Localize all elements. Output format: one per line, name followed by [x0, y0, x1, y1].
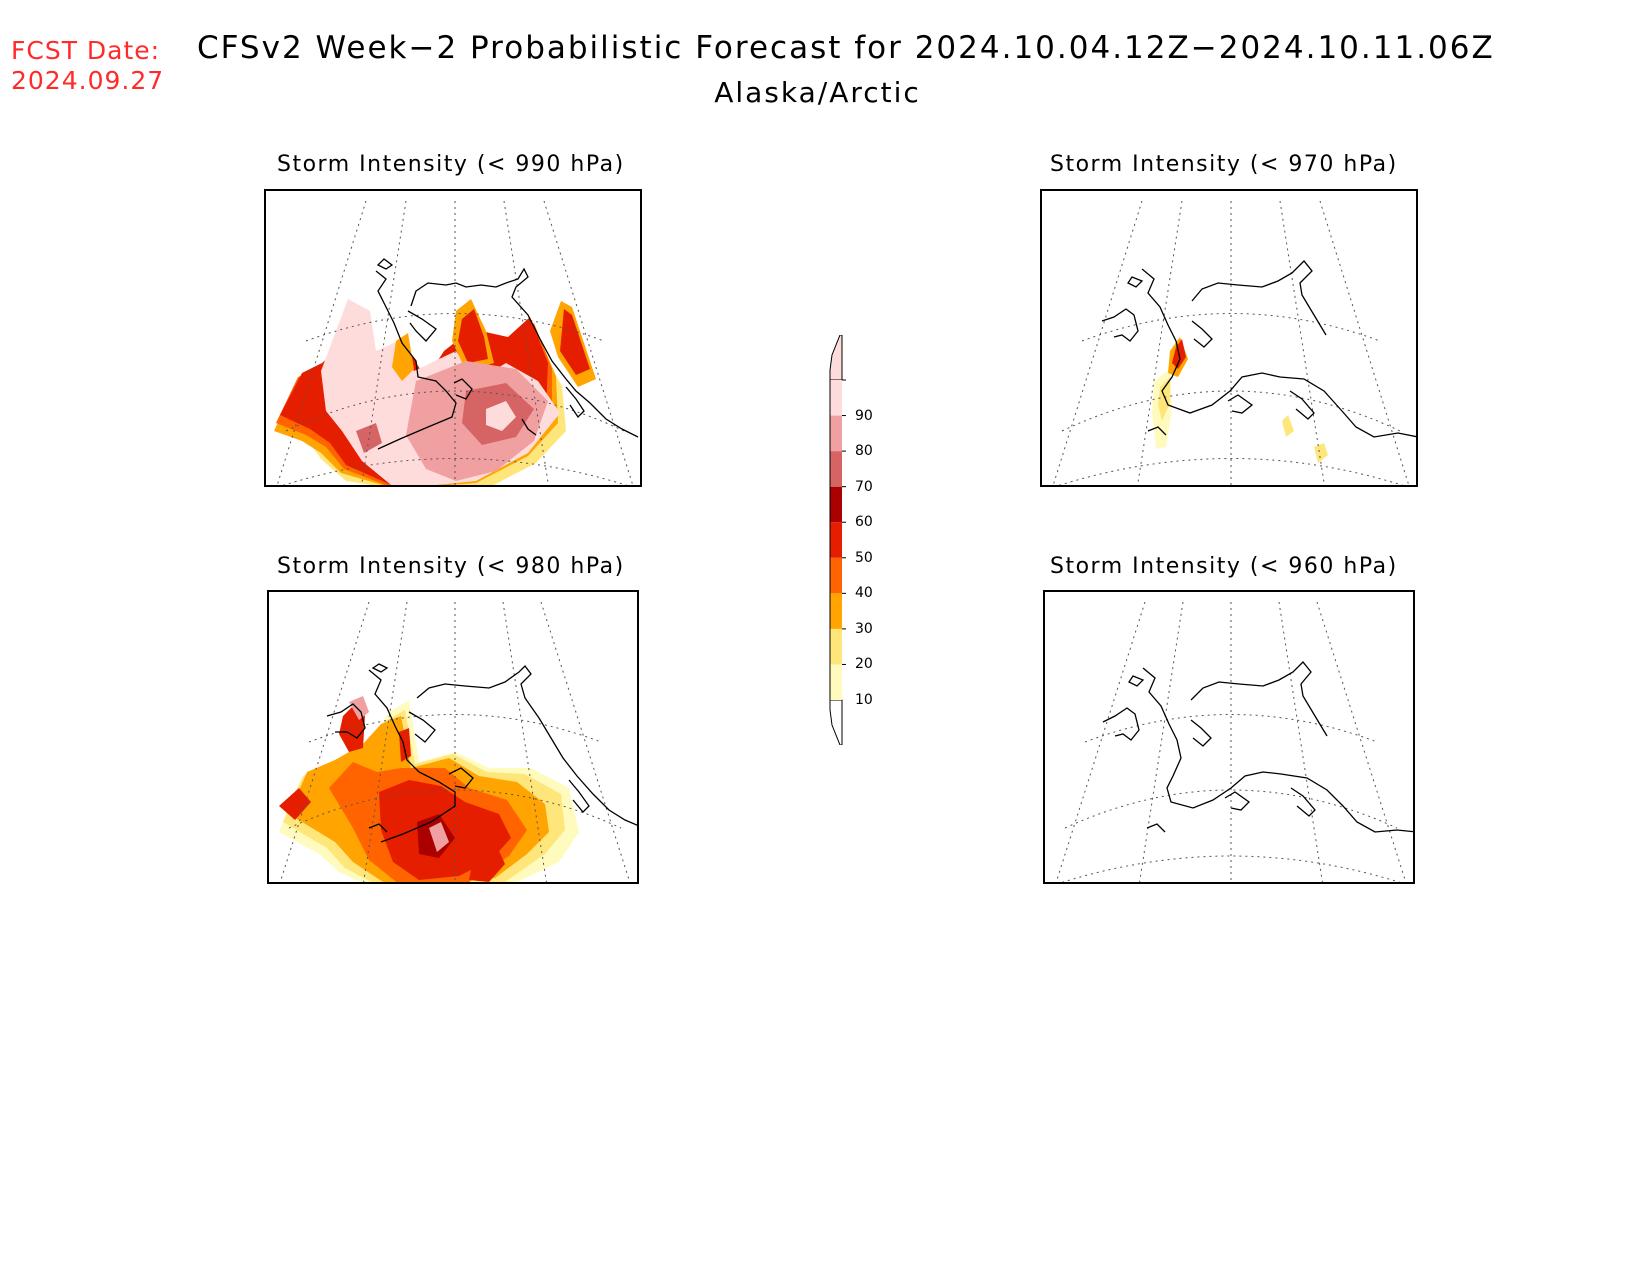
- legend-box-90: [830, 380, 842, 416]
- graticule-960: [1055, 601, 1407, 882]
- coastline-970: [1101, 260, 1416, 438]
- panel-title-960: Storm Intensity (< 960 hPa): [1050, 554, 1398, 579]
- legend-label-50: 50: [855, 549, 873, 566]
- coastline-990: [375, 258, 639, 450]
- map-panel-970: [1040, 189, 1418, 487]
- legend-box-70: [830, 451, 842, 487]
- panel-title-970: Storm Intensity (< 970 hPa): [1050, 152, 1398, 177]
- coastline-960: [1102, 661, 1413, 833]
- figure-subtitle: Alaska/Arctic: [714, 76, 921, 109]
- forecast-date-value: 2024.09.27: [11, 66, 165, 95]
- panel-title-990: Storm Intensity (< 990 hPa): [277, 152, 625, 177]
- legend-label-80: 80: [855, 443, 873, 460]
- legend-colorbar: [829, 334, 846, 746]
- legend-box-20: [830, 628, 842, 665]
- legend-label-70: 70: [855, 478, 873, 495]
- legend-tip-low: [829, 699, 843, 746]
- graticule-990: [276, 200, 634, 485]
- graticule-980: [279, 601, 631, 882]
- coastline-980: [326, 663, 637, 843]
- legend-color-boxes: [830, 379, 846, 700]
- figure-title: CFSv2 Week−2 Probabilistic Forecast for …: [197, 30, 1495, 66]
- legend-label-30: 30: [855, 620, 873, 637]
- map-svg-980: [279, 601, 637, 882]
- map-svg-990: [274, 200, 639, 485]
- legend-label-60: 60: [855, 514, 873, 531]
- legend-box-60: [830, 486, 842, 523]
- legend-tip-high: [829, 334, 843, 381]
- panel-title-980: Storm Intensity (< 980 hPa): [277, 554, 625, 579]
- legend-box-40: [830, 557, 842, 594]
- prob-fill-970: [1152, 337, 1328, 463]
- legend-box-30: [830, 593, 842, 629]
- legend-label-90: 90: [855, 407, 873, 424]
- map-panel-980: [267, 590, 639, 884]
- graticule-970: [1052, 200, 1410, 485]
- forecast-date-label: FCST Date:: [11, 36, 161, 65]
- legend-label-40: 40: [855, 585, 873, 602]
- legend-box-50: [830, 522, 842, 558]
- prob-fill-990: [274, 299, 596, 485]
- legend-box-80: [830, 415, 842, 452]
- forecast-date-block: FCST Date: 2024.09.27: [11, 36, 164, 96]
- legend-label-10: 10: [855, 692, 873, 708]
- legend-label-20: 20: [855, 656, 873, 673]
- map-panel-960: [1043, 590, 1415, 884]
- probability-legend: 10 20 30 40 50 60 70 80 90: [822, 334, 902, 746]
- map-panel-990: [264, 189, 642, 487]
- map-svg-960: [1055, 601, 1413, 882]
- map-svg-970: [1052, 200, 1416, 485]
- legend-box-10: [830, 664, 842, 700]
